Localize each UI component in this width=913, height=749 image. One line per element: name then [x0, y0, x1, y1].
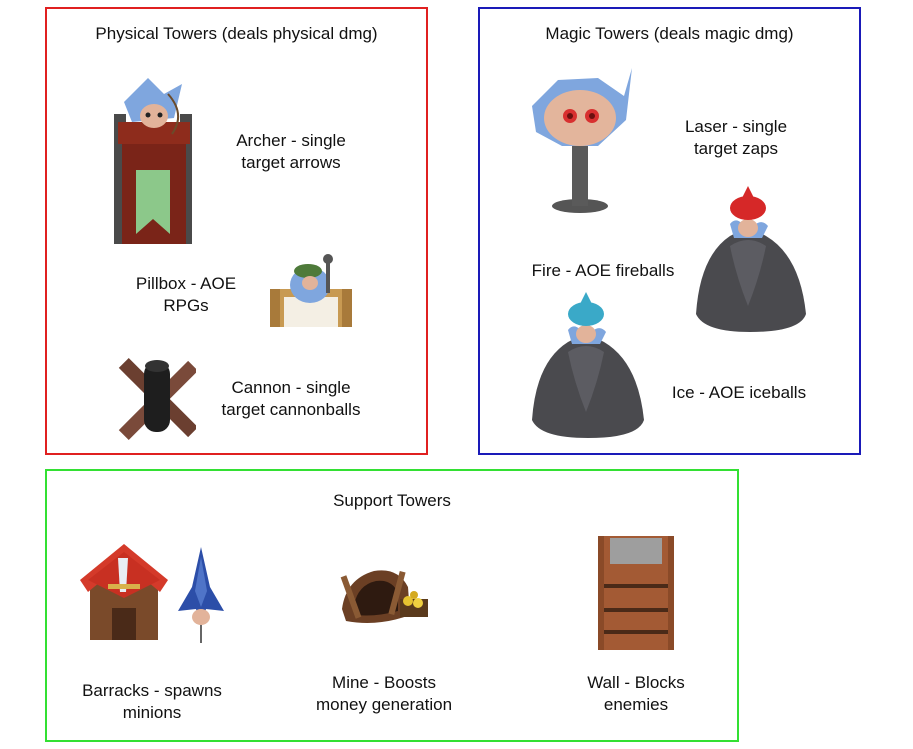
laser-caption: Laser - single target zaps	[660, 116, 812, 160]
laser-caption-line2: target zaps	[693, 139, 779, 158]
pillbox-caption: Pillbox - AOE RPGs	[118, 273, 254, 317]
cannon-caption-line2: target cannonballs	[221, 400, 361, 419]
minion-icon	[176, 547, 226, 647]
magic-towers-title: Magic Towers (deals magic dmg)	[545, 24, 794, 43]
barracks-tower-icon	[80, 544, 168, 644]
support-towers-panel	[45, 469, 739, 742]
wall-tower-icon	[596, 534, 676, 652]
pillbox-tower-icon	[266, 253, 356, 333]
fire-caption-line1: Fire - AOE fireballs	[531, 261, 675, 280]
physical-towers-panel	[45, 7, 428, 455]
barracks-caption: Barracks - spawns minions	[62, 680, 242, 724]
archer-tower-icon	[108, 74, 200, 250]
mine-caption-line1: Mine - Boosts	[332, 673, 436, 692]
mine-caption-line2: money generation	[315, 695, 453, 714]
wall-caption-line1: Wall - Blocks	[587, 673, 685, 692]
laser-caption-line1: Laser - single	[684, 117, 788, 136]
pillbox-caption-line1: Pillbox - AOE	[135, 274, 237, 293]
archer-caption-line2: target arrows	[241, 153, 341, 172]
pillbox-caption-line2: RPGs	[163, 296, 209, 315]
ice-tower-icon	[528, 292, 648, 442]
wall-caption-line2: enemies	[603, 695, 669, 714]
physical-towers-title: Physical Towers (deals physical dmg)	[95, 24, 378, 43]
archer-caption-line1: Archer - single	[236, 131, 346, 150]
ice-caption: Ice - AOE iceballs	[658, 382, 820, 404]
laser-tower-icon	[528, 66, 640, 216]
support-towers-title: Support Towers	[333, 491, 451, 510]
barracks-caption-line1: Barracks - spawns	[82, 681, 222, 700]
wall-caption: Wall - Blocks enemies	[560, 672, 712, 716]
fire-tower-icon	[690, 186, 810, 336]
cannon-tower-icon	[118, 356, 196, 442]
mine-tower-icon	[338, 565, 434, 629]
mine-caption: Mine - Boosts money generation	[298, 672, 470, 716]
barracks-caption-line2: minions	[122, 703, 182, 722]
magic-towers-panel	[478, 7, 861, 455]
cannon-caption-line1: Cannon - single	[231, 378, 351, 397]
cannon-caption: Cannon - single target cannonballs	[208, 377, 374, 421]
ice-caption-line1: Ice - AOE iceballs	[671, 383, 807, 402]
fire-caption: Fire - AOE fireballs	[522, 260, 684, 282]
archer-caption: Archer - single target arrows	[212, 130, 370, 174]
